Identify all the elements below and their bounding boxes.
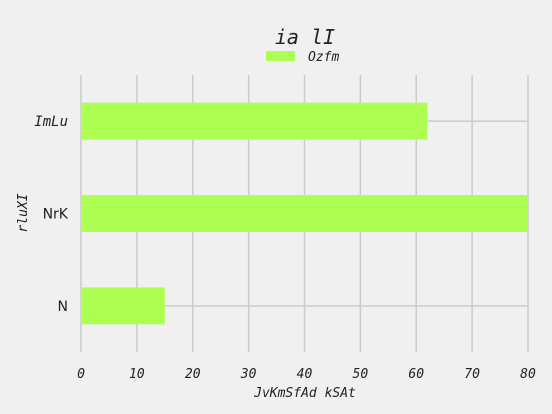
bar: [81, 287, 165, 325]
x-tick-label: 60: [408, 367, 424, 382]
x-tick-label: 50: [353, 367, 369, 382]
x-tick-label: 40: [297, 367, 313, 382]
y-tick-labels: ImLu NrK N: [34, 114, 69, 315]
legend-label: Ozfm: [308, 50, 339, 65]
y-tick-label: N: [58, 299, 68, 315]
x-axis-label: JvKmSfAd kSAt: [253, 386, 356, 401]
x-tick-labels: 0 10 20 30 40 50 60 70 80: [77, 367, 536, 382]
y-axis-label: rluXI: [16, 193, 31, 232]
bar: [81, 102, 428, 140]
y-tick-label: ImLu: [34, 114, 68, 130]
x-tick-label: 20: [185, 367, 201, 382]
x-tick-label: 0: [77, 367, 85, 382]
chart-title: ia lI: [275, 25, 335, 49]
x-tick-label: 70: [464, 367, 480, 382]
x-tick-label: 30: [240, 367, 257, 382]
y-tick-label: NrK: [43, 207, 69, 223]
x-tick-label: 10: [129, 367, 145, 382]
legend: Ozfm: [266, 50, 339, 65]
legend-swatch: [266, 51, 295, 61]
bars-layer: [81, 102, 528, 325]
bar: [81, 195, 528, 232]
x-tick-label: 80: [520, 367, 536, 382]
